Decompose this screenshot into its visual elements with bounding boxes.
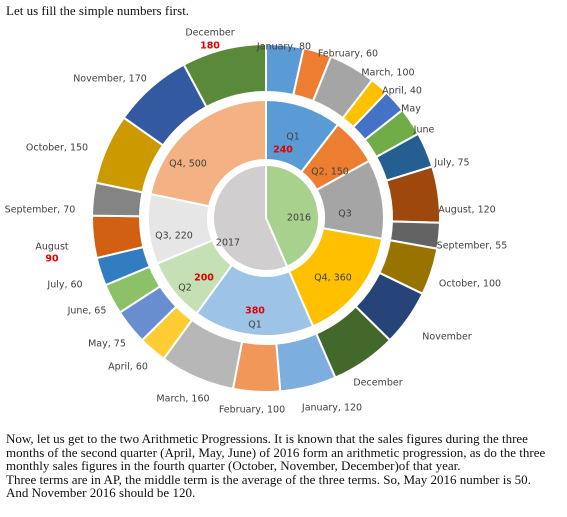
month-label: July, 75 [433,158,469,169]
month-label: October, 150 [26,143,88,154]
quarter-label: Q1 [286,132,300,143]
month-label: May, 75 [88,339,126,350]
year-segment [265,163,320,268]
month-label: May [401,104,421,115]
month-label: December [185,28,234,39]
month-label: November, 170 [73,74,147,85]
quarter-segment [149,98,267,208]
month-label: January, 80 [256,42,311,53]
month-value-label: 90 [45,254,59,265]
month-label: April, 60 [108,362,148,373]
month-label: June, 65 [67,306,107,317]
month-label: June [413,125,435,136]
month-label: July, 60 [46,280,82,291]
quarter-label: Q4, 360 [314,273,352,284]
month-label: August [35,242,69,253]
chart: 2016 Q1 240 January, 80 February, 60 March, 1… [5,28,508,416]
paragraph: Now, let us get to the two Arithmetic Pr… [6,431,546,473]
quarter-label: Q3 [338,209,352,220]
paragraph: Three terms are in AP, the middle term i… [6,471,531,500]
month-label: January, 120 [301,403,362,414]
month-label: April, 40 [382,86,422,97]
month-label: February, 60 [318,49,378,60]
month-label: October, 100 [439,279,501,290]
quarter-label: Q3, 220 [155,231,193,242]
year-segment [212,163,289,272]
quarter-value-label: 380 [245,306,265,317]
month-label: September, 55 [437,241,508,252]
intro-text: Let us fill the simple numbers first. [6,3,190,18]
quarter-label: Q2, 150 [311,167,349,178]
month-label: November [422,332,472,343]
month-label: August, 120 [438,205,495,216]
month-label: March, 160 [156,394,209,405]
month-label: February, 100 [219,405,285,416]
quarter-label: Q2 [178,283,192,294]
year-label: 2017 [216,238,240,249]
month-segment [182,42,267,109]
month-label: December [353,378,402,389]
quarter-label: Q1 [248,320,262,331]
body-text: Now, let us get to the two Arithmetic Pr… [6,432,554,500]
quarter-label: Q4, 500 [169,159,207,170]
month-value-label: 180 [200,41,220,52]
month-label: March, 100 [361,68,414,79]
quarter-value-label: 240 [273,145,293,156]
month-label: September, 70 [5,205,76,216]
year-label: 2016 [287,213,311,224]
quarter-value-label: 200 [194,273,214,284]
